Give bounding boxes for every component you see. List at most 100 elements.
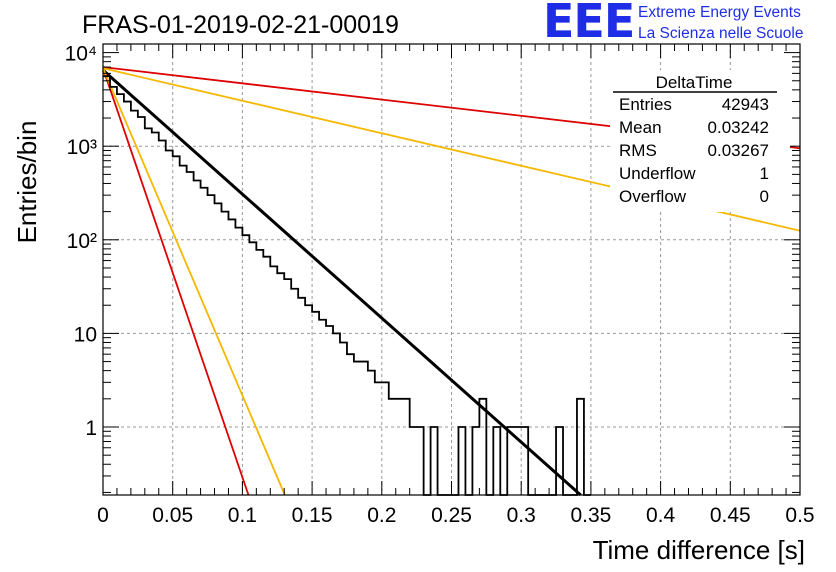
histogram-bin <box>577 399 584 495</box>
histogram-bin <box>138 117 145 495</box>
stats-row-value: 0.03267 <box>708 141 769 160</box>
histogram-bin <box>180 166 187 495</box>
histogram-bin <box>305 305 312 495</box>
histogram-bin <box>124 102 131 495</box>
histogram-bin <box>319 320 326 495</box>
logo-line-1: Extreme Energy Events <box>638 4 801 21</box>
histogram-bin <box>187 172 194 495</box>
histogram-bin <box>263 257 270 495</box>
x-tick-label: 0.05 <box>152 504 193 527</box>
histogram-bin <box>493 427 500 495</box>
logo-line-2: La Scienza nelle Scuole <box>638 25 804 42</box>
y-axis-label: Entries/bin <box>12 121 42 244</box>
histogram-bin <box>382 382 389 495</box>
histogram-bin <box>472 427 479 495</box>
x-tick-label: 0.3 <box>507 504 536 527</box>
histogram-bin <box>312 312 319 495</box>
histogram-bin <box>361 362 368 495</box>
histogram-bin <box>103 76 110 495</box>
histogram-bin <box>145 128 152 495</box>
histogram-bin <box>556 427 563 495</box>
x-tick-label: 0.25 <box>431 504 472 527</box>
stats-row-value: 0.03242 <box>708 118 769 137</box>
histogram-bin <box>375 382 382 495</box>
x-tick-label: 0.2 <box>367 504 396 527</box>
histogram-bin <box>215 203 222 495</box>
x-tick-label: 0.35 <box>570 504 611 527</box>
histogram-bin <box>326 326 333 495</box>
histogram-bin <box>347 354 354 495</box>
y-tick-label: 10 <box>74 323 97 346</box>
histogram-bin <box>194 181 201 495</box>
eee-logo-mark: EEE <box>543 0 635 48</box>
histogram-bin <box>228 219 235 495</box>
x-tick-label: 0.5 <box>785 504 814 527</box>
stats-row-label: RMS <box>619 141 657 160</box>
stats-row-label: Entries <box>619 95 672 114</box>
stats-row-label: Underflow <box>619 164 696 183</box>
histogram-bin <box>368 371 375 495</box>
stats-row-label: Mean <box>619 118 662 137</box>
histogram-bin <box>291 289 298 495</box>
histogram-bin <box>117 94 124 495</box>
histogram-bin <box>507 427 514 495</box>
histogram-bin <box>110 87 117 495</box>
histogram-bin <box>249 242 256 495</box>
stats-row-label: Overflow <box>619 187 687 206</box>
histogram-bin <box>431 427 438 495</box>
y-tick-label: 1 <box>85 417 97 440</box>
histogram-bin <box>417 427 424 495</box>
x-tick-label: 0.45 <box>710 504 751 527</box>
histogram-bin <box>173 156 180 495</box>
y-tick-label: 10³ <box>67 136 97 159</box>
histogram-bin <box>410 427 417 495</box>
histogram-bin <box>235 228 242 495</box>
x-tick-label: 0.15 <box>292 504 333 527</box>
histogram <box>103 75 591 496</box>
histogram-bin <box>152 133 159 495</box>
stats-row-value: 0 <box>760 187 769 206</box>
grid <box>103 44 800 495</box>
stats-row-value: 1 <box>760 164 769 183</box>
histogram-bin <box>521 427 528 495</box>
histogram-bin <box>221 212 228 495</box>
histogram-bin <box>208 195 215 495</box>
histogram-bin <box>284 279 291 495</box>
histogram-bin <box>270 266 277 495</box>
histogram-bin <box>340 342 347 495</box>
histogram-bin <box>298 298 305 495</box>
histogram-bin <box>514 427 521 495</box>
histogram-bin <box>242 235 249 495</box>
histogram-bin <box>403 399 410 495</box>
x-axis-label: Time difference [s] <box>593 535 805 565</box>
histogram-bin <box>201 188 208 495</box>
x-tick-label: 0 <box>97 504 109 527</box>
histogram-bin <box>277 273 284 495</box>
chart-title: FRAS-01-2019-02-21-00019 <box>82 11 399 39</box>
histogram-bin <box>354 362 361 495</box>
eee-logo: EEE Extreme Energy Events La Scienza nel… <box>543 0 833 48</box>
stats-row-value: 42943 <box>722 95 769 114</box>
fit-line <box>102 68 582 497</box>
stats-box: DeltaTime Entries 42943 Mean 0.03242 RMS 0.03… <box>610 70 790 212</box>
y-tick-label: 10⁴ <box>65 43 97 66</box>
x-tick-label: 0.1 <box>228 504 257 527</box>
x-axis-ticks: 0 0.05 0.1 0.15 0.2 0.25 0.3 0.35 0.4 0.45 0.5 <box>97 44 815 527</box>
stats-box-background <box>610 70 790 212</box>
histogram-bin <box>389 399 396 495</box>
histogram-bin <box>131 111 138 495</box>
histogram-bin <box>166 150 173 495</box>
fit-line <box>102 67 286 496</box>
y-tick-label: 10² <box>67 230 97 253</box>
x-tick-label: 0.4 <box>646 504 676 527</box>
histogram-bin <box>396 399 403 495</box>
stats-box-title: DeltaTime <box>656 73 733 92</box>
fit-line <box>102 67 250 496</box>
histogram-bin <box>458 427 465 495</box>
histogram-bin <box>256 250 263 495</box>
histogram-bin <box>479 399 486 495</box>
histogram-bin <box>159 141 166 495</box>
histogram-bin <box>333 333 340 495</box>
